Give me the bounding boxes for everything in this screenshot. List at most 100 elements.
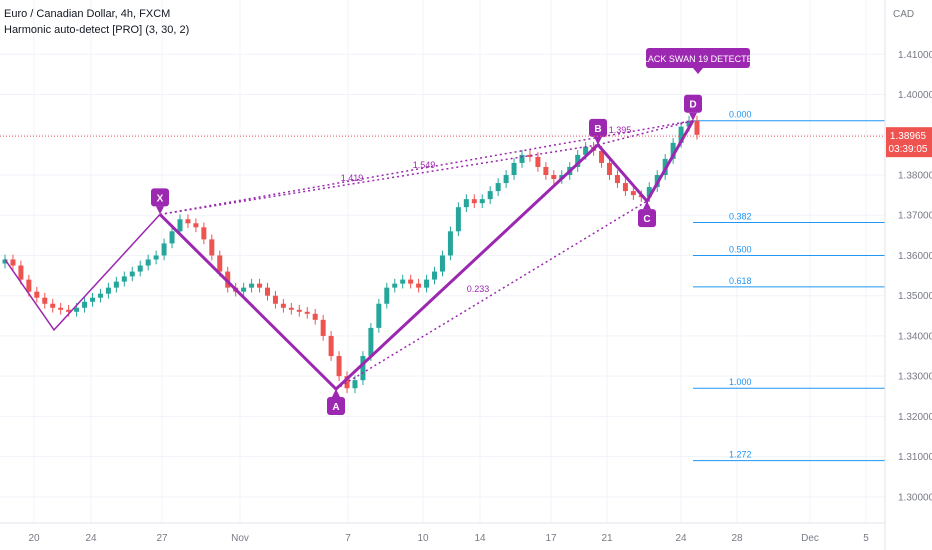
- pattern-ratio-line: [335, 200, 648, 390]
- candle-body: [614, 175, 620, 184]
- last-price-tag: [886, 127, 932, 158]
- candle-body: [575, 154, 581, 167]
- candle-body: [503, 175, 509, 184]
- date-tick-label: 5: [863, 533, 869, 544]
- candle-body: [121, 276, 127, 282]
- candle-body: [694, 120, 700, 135]
- candle-body: [10, 259, 16, 266]
- candle-body: [495, 183, 501, 192]
- price-tick-label: 1.30000: [898, 492, 932, 503]
- candle-body: [328, 335, 334, 357]
- pattern-point-pointer: [332, 389, 340, 398]
- candle-body: [97, 293, 103, 298]
- pattern-point-marker: [684, 94, 702, 113]
- chart-legend: Euro / Canadian Dollar, 4h, FXCM Harmoni…: [4, 6, 189, 38]
- candle-body: [630, 191, 636, 196]
- pattern-ratio-line: [159, 144, 599, 216]
- pattern-point-pointer: [689, 112, 697, 121]
- candle-body: [471, 199, 477, 204]
- candle-body: [607, 162, 613, 176]
- harmonic-pattern: 1.419 1.549 1.395 0.233 X A B C D BLACK SWAN 19 D…: [4, 48, 760, 416]
- candle-body: [18, 265, 24, 280]
- candle-body: [312, 313, 318, 320]
- candle-body: [678, 126, 684, 143]
- date-tick-label: 7: [345, 533, 351, 544]
- currency-label: CAD: [893, 9, 914, 20]
- fib-level-label: 0.500: [729, 244, 752, 254]
- price-tick-label: 1.40000: [898, 90, 932, 101]
- fib-level-label: 0.382: [729, 211, 752, 221]
- candle-body: [336, 356, 342, 377]
- pattern-point-marker: [151, 188, 169, 207]
- price-tick-label: 1.37000: [898, 211, 932, 222]
- candle-body: [416, 283, 422, 288]
- candle-body: [447, 231, 453, 256]
- candle-body: [384, 287, 390, 304]
- candle-body: [432, 271, 438, 280]
- candle-body: [217, 255, 223, 272]
- pattern-point-label: X: [157, 193, 164, 204]
- candle-body: [153, 255, 159, 260]
- pattern-ratio-label: 1.395: [609, 125, 632, 135]
- candle-body: [551, 175, 557, 180]
- candle-body: [527, 154, 533, 157]
- candle-body: [161, 243, 167, 256]
- candle-body: [686, 120, 692, 127]
- pattern-ratio-line: [597, 119, 694, 146]
- candle-body: [82, 301, 88, 308]
- symbol-title[interactable]: Euro / Canadian Dollar, 4h, FXCM: [4, 8, 171, 20]
- candle-body: [169, 231, 175, 244]
- last-price-value: 1.38965: [890, 131, 927, 142]
- candle-body: [487, 191, 493, 200]
- price-tick-label: 1.31000: [898, 452, 932, 463]
- candle-body: [89, 297, 95, 302]
- candle-body: [26, 279, 32, 292]
- candle-body: [455, 207, 461, 232]
- date-tick-label: 20: [28, 533, 40, 544]
- bar-countdown: 03:39:05: [889, 144, 928, 155]
- candle-body: [352, 380, 358, 389]
- pattern-banner-text: BLACK SWAN 19 DETECTED: [637, 54, 760, 64]
- candle-body: [58, 307, 64, 310]
- candle-body: [2, 259, 8, 264]
- candle-body: [511, 162, 517, 176]
- candle-body: [66, 309, 72, 312]
- date-tick-label: 21: [601, 533, 613, 544]
- candle-body: [646, 187, 652, 198]
- fib-retracement: 0.000 0.382 0.500 0.618 1.000 1.272: [693, 110, 885, 462]
- candle-body: [320, 319, 326, 336]
- price-tick-label: 1.33000: [898, 372, 932, 383]
- candle-body: [439, 255, 445, 272]
- candle-body: [670, 142, 676, 159]
- pattern-point-label: B: [594, 124, 601, 135]
- candle-body: [408, 279, 414, 284]
- price-tick-label: 1.32000: [898, 412, 932, 423]
- candle-body: [344, 376, 350, 389]
- candle-body: [74, 307, 80, 312]
- price-tick-label: 1.36000: [898, 251, 932, 262]
- pattern-ratio-label: 0.233: [467, 284, 490, 294]
- candle-body: [257, 283, 263, 288]
- candle-body: [249, 283, 255, 288]
- pattern-point-pointer: [156, 206, 164, 215]
- pattern-point-label: C: [643, 214, 650, 225]
- candle-body: [599, 150, 605, 163]
- date-tick-label: 24: [85, 533, 97, 544]
- fib-level-label: 0.618: [729, 276, 752, 286]
- candle-body: [201, 227, 207, 240]
- price-axis[interactable]: CAD 1.30000 1.31000 1.32000 1.33000 1.34000 1.…: [884, 0, 932, 550]
- candle-body: [177, 219, 183, 232]
- candle-body: [535, 156, 541, 167]
- candle-body: [50, 303, 56, 308]
- indicator-title[interactable]: Harmonic auto-detect [PRO] (3, 30, 2): [4, 24, 190, 36]
- candle-body: [360, 356, 366, 381]
- candle-body: [400, 279, 406, 284]
- candle-body: [280, 303, 286, 308]
- time-axis[interactable]: 20 24 27 Nov 7 10 14 17 21 24 28 Dec 5: [0, 522, 885, 544]
- date-tick-label: 27: [156, 533, 168, 544]
- fib-level-label: 1.000: [729, 377, 752, 387]
- candle-body: [296, 309, 302, 312]
- pattern-point-pointer: [643, 201, 651, 210]
- candle-body: [368, 327, 374, 357]
